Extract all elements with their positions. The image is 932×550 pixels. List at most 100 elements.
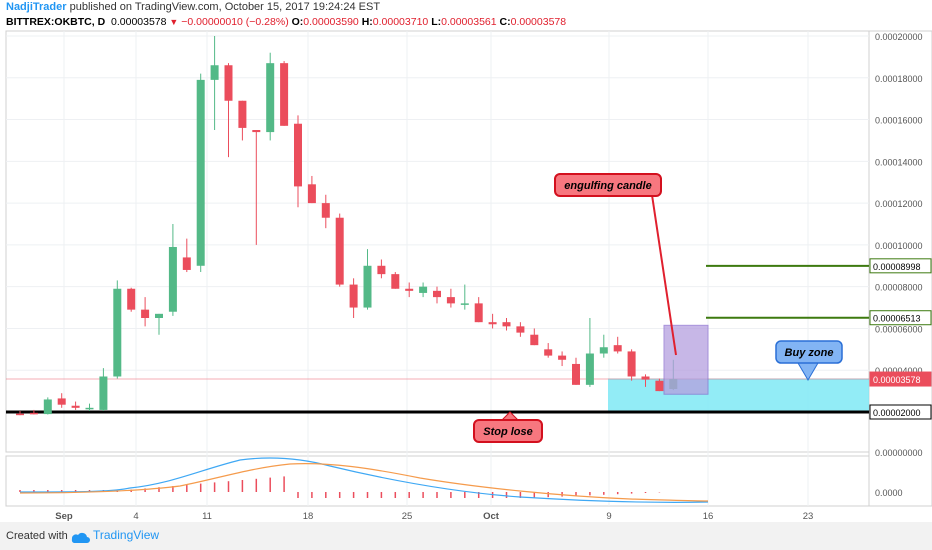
x-tick-label: Sep [55,511,73,522]
publish-info: published on TradingView.com, October 15… [69,1,381,13]
level-tag [869,310,932,326]
signal-line [19,463,709,502]
candle-body [307,184,316,204]
created-with-label: Created with [6,530,68,542]
price-tick-label: 0.00018000 [875,74,923,84]
candle-body [168,246,177,312]
x-tick-label: 25 [402,511,413,522]
price-tick-label: 0.00010000 [875,241,923,251]
level-tag-label: 0.00002000 [873,408,921,418]
candle-body [377,265,386,275]
candle-body [71,405,80,408]
price-tick-label: 0.00020000 [875,32,923,42]
down-arrow-icon: ▼ [169,17,179,27]
tradingview-brand[interactable]: TradingView [93,528,160,542]
macd-axis-label: 0.0000 [875,488,903,498]
engulfing-callout [554,173,662,197]
level-tag [869,371,932,387]
stop-lose-callout-label: Stop lose [483,426,533,438]
symbol-name: BITTREX:OKBTC, D [6,16,106,28]
price-tick-label: 0.00000000 [875,448,923,458]
x-tick-label: 16 [703,511,714,522]
x-tick-label: Oct [483,511,500,522]
price-tick-label: 0.00012000 [875,199,923,209]
candle-body [405,288,414,291]
candle-body [321,203,330,218]
engulfing-callout-label: engulfing candle [564,180,651,192]
candle-body [613,345,622,352]
candle-body [294,123,302,187]
candle-body [29,412,38,415]
level-tag [869,258,932,274]
candle-body [349,284,358,308]
candle-body [363,265,372,308]
candle-body [599,347,608,354]
price-tick-label: 0.00008000 [875,283,923,293]
candle-body [585,353,594,385]
candle-body [127,288,136,310]
price-tick-label: 0.00016000 [875,116,923,126]
candle-body [280,63,289,126]
candle-body [544,349,553,356]
author-link[interactable]: NadjiTrader [6,1,67,13]
price-tick-label: 0.00014000 [875,157,923,167]
macd-line [19,457,709,503]
price-tick-label: 0.00006000 [875,324,923,334]
candle-body [558,355,567,360]
candle-body [99,376,108,410]
stop-lose-callout [473,419,543,443]
price-tick-label: 0.00004000 [875,366,923,376]
candle-body [530,334,539,346]
level-tag-label: 0.00006513 [873,314,921,324]
candle-body [655,380,664,392]
x-tick-label: 11 [202,511,212,522]
candle-body [516,326,525,333]
candle-body [210,65,219,80]
high-label: H: [361,16,373,28]
candle-body [488,322,497,325]
candle-body [433,290,441,298]
x-tick-label: 23 [803,511,814,522]
candle-body [335,217,344,285]
tradingview-logo-icon [71,532,90,543]
buy-zone-callout [775,340,843,364]
footer-bar: Created with TradingView [0,522,932,550]
price-chart[interactable]: 0.00020000 0.00018000 0.00016000 0.00014000… [0,0,932,522]
candle-body [474,303,483,323]
candle-body [460,303,469,305]
level-tag [869,404,932,420]
publish-header: NadjiTrader published on TradingView.com… [6,1,380,13]
candle-body [641,376,650,380]
candle-body [57,398,66,405]
candle-body [141,309,150,318]
candle-body [16,413,24,416]
candle-body [572,363,580,385]
last-price: 0.00003578 [111,16,167,28]
open-value: 0.00003590 [303,16,359,28]
x-tick-label: 4 [133,511,138,522]
close-label: C: [499,16,511,28]
candle-body [155,313,163,318]
candle-body [502,322,511,327]
low-label: L: [431,16,442,28]
x-tick-label: 18 [303,511,314,522]
candle-body [419,286,428,293]
candle-body [43,399,52,415]
buy-zone-callout-label: Buy zone [785,347,834,359]
low-value: 0.00003561 [441,16,497,28]
candle-body [196,79,205,266]
close-value: 0.00003578 [510,16,567,28]
price-change: −0.00000010 (−0.28%) [181,16,289,28]
engulfing-box [663,324,709,395]
high-value: 0.00003710 [372,16,429,28]
candle-body [252,130,261,133]
level-tag-label: 0.00003578 [873,375,921,385]
candle-body [238,100,247,128]
candle-body [266,63,275,133]
buy-zone-area [608,378,869,412]
engulfing-pointer [651,194,677,356]
x-tick-label: 9 [606,511,611,522]
level-tag-label: 0.00008998 [873,262,921,272]
candle-body [85,407,94,410]
candle-body [391,274,400,289]
